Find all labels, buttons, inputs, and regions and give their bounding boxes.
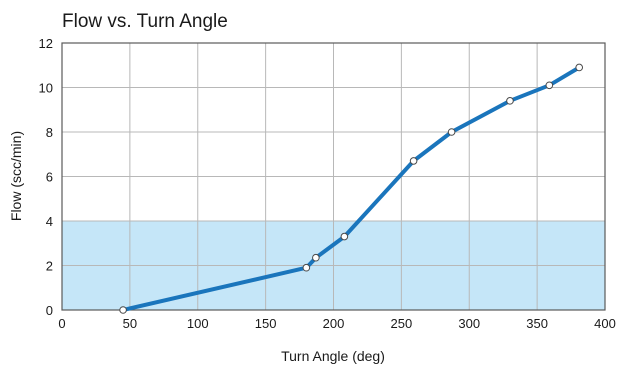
data-point-0-0 (119, 306, 127, 314)
x-tick-label-8: 400 (594, 316, 616, 331)
x-tick-label-4: 200 (323, 316, 345, 331)
chart-title: Flow vs. Turn Angle (62, 11, 228, 32)
x-tick-label-5: 250 (391, 316, 413, 331)
data-point-0-8 (575, 63, 584, 72)
y-tick-label-2: 4 (46, 214, 53, 229)
y-tick-label-0: 0 (46, 303, 53, 318)
x-axis-label: Turn Angle (deg) (281, 348, 385, 364)
data-point-0-2 (312, 253, 320, 262)
y-tick-label-3: 6 (46, 170, 53, 185)
plot-border (61, 42, 606, 311)
x-tick-label-7: 350 (526, 316, 548, 331)
x-tick-label-6: 300 (458, 316, 480, 331)
data-point-0-7 (545, 81, 554, 90)
x-tick-label-3: 150 (255, 316, 277, 331)
y-tick-label-1: 2 (46, 259, 53, 274)
y-tick-label-4: 8 (46, 125, 53, 140)
x-tick-label-1: 50 (123, 316, 137, 331)
y-tick-label-5: 10 (39, 81, 53, 96)
data-point-0-5 (447, 128, 456, 136)
data-point-0-6 (506, 97, 514, 105)
plot-area: 0 50 100 150 200 250 300 350 400 0 2 4 6 8 10 12 (39, 36, 616, 331)
data-point-0-1 (302, 263, 311, 272)
y-axis-label: Flow (scc/min) (8, 131, 24, 221)
x-tick-label-0: 0 (58, 316, 65, 331)
data-point-0-4 (409, 157, 418, 165)
x-tick-label-2: 100 (187, 316, 209, 331)
data-point-0-3 (340, 232, 349, 241)
y-tick-label-6: 12 (39, 36, 53, 51)
